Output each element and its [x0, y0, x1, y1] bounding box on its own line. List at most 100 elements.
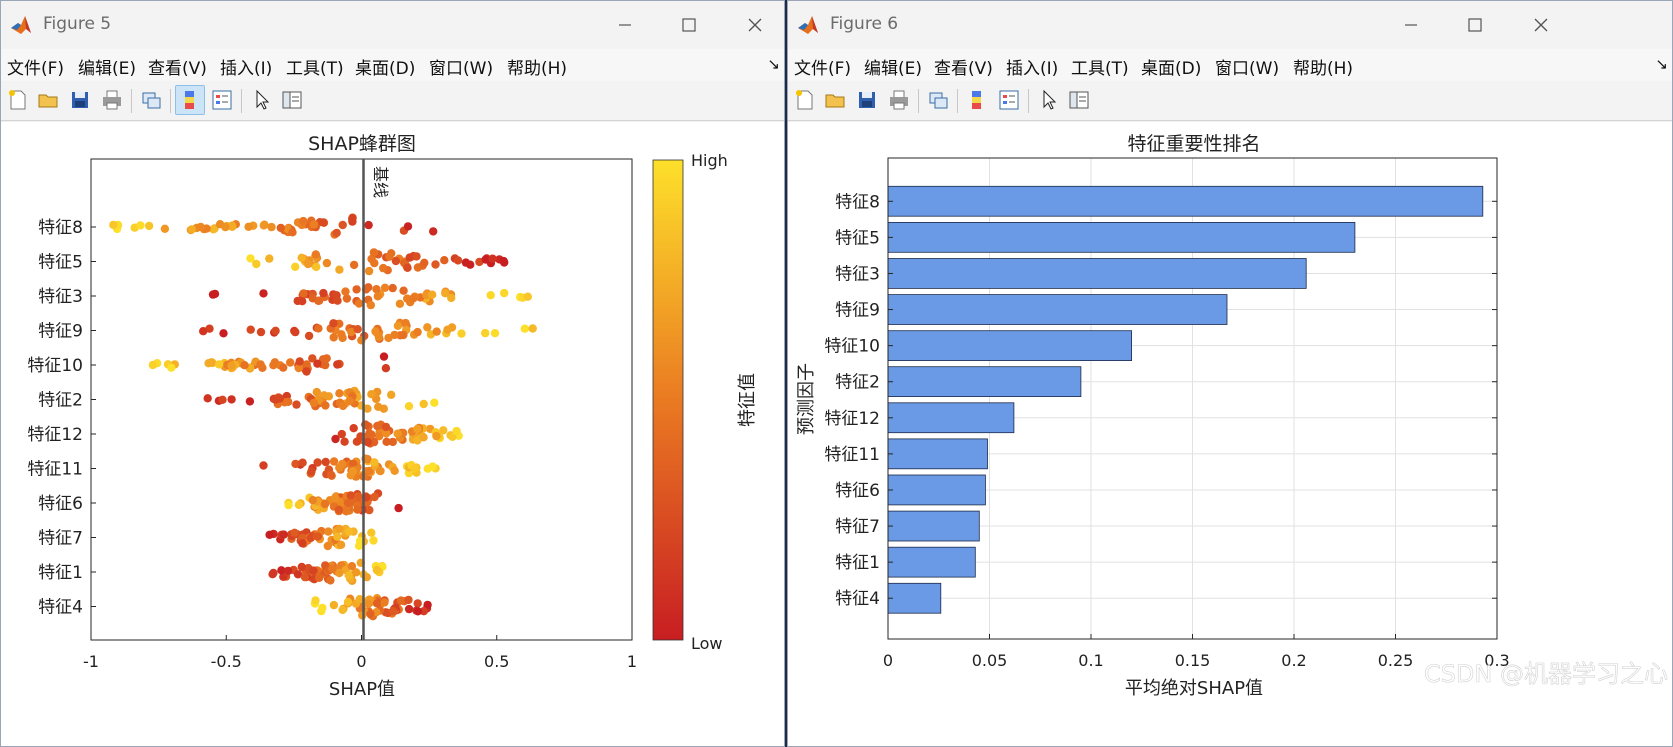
shap-point	[187, 225, 196, 234]
menu-edit[interactable]: 编辑(E)	[864, 59, 923, 79]
toolbar-separator	[131, 89, 132, 113]
shap-point	[528, 324, 537, 333]
colorbar[interactable]	[652, 159, 684, 641]
shap-point	[335, 568, 344, 578]
menu-window[interactable]: 窗口(W)	[1215, 59, 1280, 79]
menu-view[interactable]: 查看(V)	[934, 59, 993, 79]
shap-point	[382, 429, 391, 438]
y-tick-label: 特征6	[38, 494, 83, 514]
menu-desktop[interactable]: 桌面(D)	[1141, 59, 1202, 79]
link-plot-icon[interactable]	[136, 85, 166, 115]
menu-help[interactable]: 帮助(H)	[1293, 59, 1354, 79]
close-button[interactable]	[735, 9, 775, 41]
shap-point	[329, 319, 338, 328]
importance-bar[interactable]	[887, 582, 942, 614]
y-tick-label: 特征7	[38, 529, 83, 549]
importance-bar[interactable]	[887, 438, 988, 470]
new-figure-icon[interactable]	[3, 85, 33, 115]
property-inspector-icon[interactable]	[277, 85, 307, 115]
shap-point	[404, 604, 414, 614]
menu-view[interactable]: 查看(V)	[148, 59, 207, 79]
menu-help[interactable]: 帮助(H)	[507, 59, 568, 79]
menu-insert[interactable]: 插入(I)	[220, 59, 273, 79]
menu-bar: 文件(F) 编辑(E) 查看(V) 插入(I) 工具(T) 桌面(D) 窗口(W…	[788, 49, 1672, 81]
shap-point	[335, 524, 344, 534]
title-bar[interactable]: Figure 6	[788, 1, 1672, 49]
importance-bar[interactable]	[887, 402, 1015, 434]
link-plot-icon[interactable]	[923, 85, 953, 115]
menu-tools[interactable]: 工具(T)	[286, 59, 344, 79]
insert-colorbar-icon[interactable]	[175, 85, 205, 115]
maximize-button[interactable]	[669, 9, 709, 41]
importance-bar[interactable]	[887, 258, 1307, 289]
y-tick-label: 特征9	[835, 301, 880, 321]
menu-file[interactable]: 文件(F)	[794, 59, 852, 79]
minimize-button[interactable]	[605, 9, 645, 41]
print-icon[interactable]	[884, 85, 914, 115]
save-icon[interactable]	[65, 85, 95, 115]
shap-point	[409, 294, 418, 303]
shap-point	[405, 253, 414, 262]
property-inspector-icon[interactable]	[1064, 85, 1094, 115]
shap-point	[333, 532, 342, 541]
menu-desktop[interactable]: 桌面(D)	[355, 59, 416, 79]
shap-point	[374, 432, 384, 441]
edit-plot-arrow-icon[interactable]	[247, 85, 277, 115]
shap-point	[351, 568, 361, 577]
dock-figure-icon[interactable]: ↘	[767, 55, 780, 73]
shap-point	[319, 288, 328, 298]
shap-point	[326, 470, 336, 479]
importance-bar[interactable]	[887, 222, 1356, 253]
importance-bar[interactable]	[887, 330, 1133, 361]
new-figure-icon[interactable]	[790, 85, 820, 115]
shap-point	[332, 228, 341, 238]
shap-point	[413, 424, 422, 434]
menu-edit[interactable]: 编辑(E)	[78, 59, 137, 79]
open-file-icon[interactable]	[33, 85, 63, 115]
shap-point	[309, 220, 319, 229]
importance-bar[interactable]	[887, 294, 1228, 325]
shap-point	[364, 266, 374, 276]
insert-colorbar-icon[interactable]	[962, 85, 992, 115]
save-icon[interactable]	[852, 85, 882, 115]
open-file-icon[interactable]	[820, 85, 850, 115]
feature-importance-chart[interactable]: 特征重要性排名 特征8特征5特征3特征9特征10特征2特征12特征11特征6特征…	[788, 122, 1672, 747]
shap-point	[419, 399, 428, 409]
menu-file[interactable]: 文件(F)	[7, 59, 65, 79]
x-tick-label: 0.25	[1378, 651, 1414, 670]
shap-point	[338, 605, 347, 615]
menu-tools[interactable]: 工具(T)	[1071, 59, 1129, 79]
y-tick-label: 特征12	[824, 409, 880, 429]
title-bar[interactable]: Figure 5	[1, 1, 784, 49]
shap-point	[326, 576, 335, 585]
shap-point	[364, 220, 373, 230]
importance-bar[interactable]	[887, 366, 1082, 397]
edit-plot-arrow-icon[interactable]	[1034, 85, 1064, 115]
shap-point	[314, 296, 324, 305]
menu-insert[interactable]: 插入(I)	[1006, 59, 1059, 79]
shap-point	[292, 400, 301, 409]
shap-point	[404, 595, 413, 605]
shap-point	[334, 505, 344, 514]
importance-bar[interactable]	[887, 510, 980, 542]
shap-point	[354, 299, 364, 308]
dock-figure-icon[interactable]: ↘	[1655, 55, 1668, 73]
maximize-button[interactable]	[1455, 9, 1495, 41]
shap-beeswarm-chart[interactable]: SHAP蜂群图 基线 特征8特征5特征3特征9特征10特征2特征12特征11特征…	[1, 122, 784, 747]
close-button[interactable]	[1521, 9, 1561, 41]
baseline-label: 基线	[371, 166, 390, 198]
y-tick-label: 特征10	[27, 356, 83, 376]
shap-point	[318, 603, 327, 613]
importance-bar[interactable]	[887, 185, 1484, 217]
print-icon[interactable]	[97, 85, 127, 115]
insert-legend-icon[interactable]	[994, 85, 1024, 115]
minimize-button[interactable]	[1391, 9, 1431, 41]
importance-bar[interactable]	[887, 546, 976, 578]
insert-legend-icon[interactable]	[207, 85, 237, 115]
shap-point	[349, 424, 358, 433]
shap-point	[399, 286, 408, 295]
importance-bar[interactable]	[887, 474, 986, 506]
shap-point	[475, 257, 484, 267]
menu-window[interactable]: 窗口(W)	[429, 59, 494, 79]
y-tick-label: 特征9	[38, 322, 83, 342]
